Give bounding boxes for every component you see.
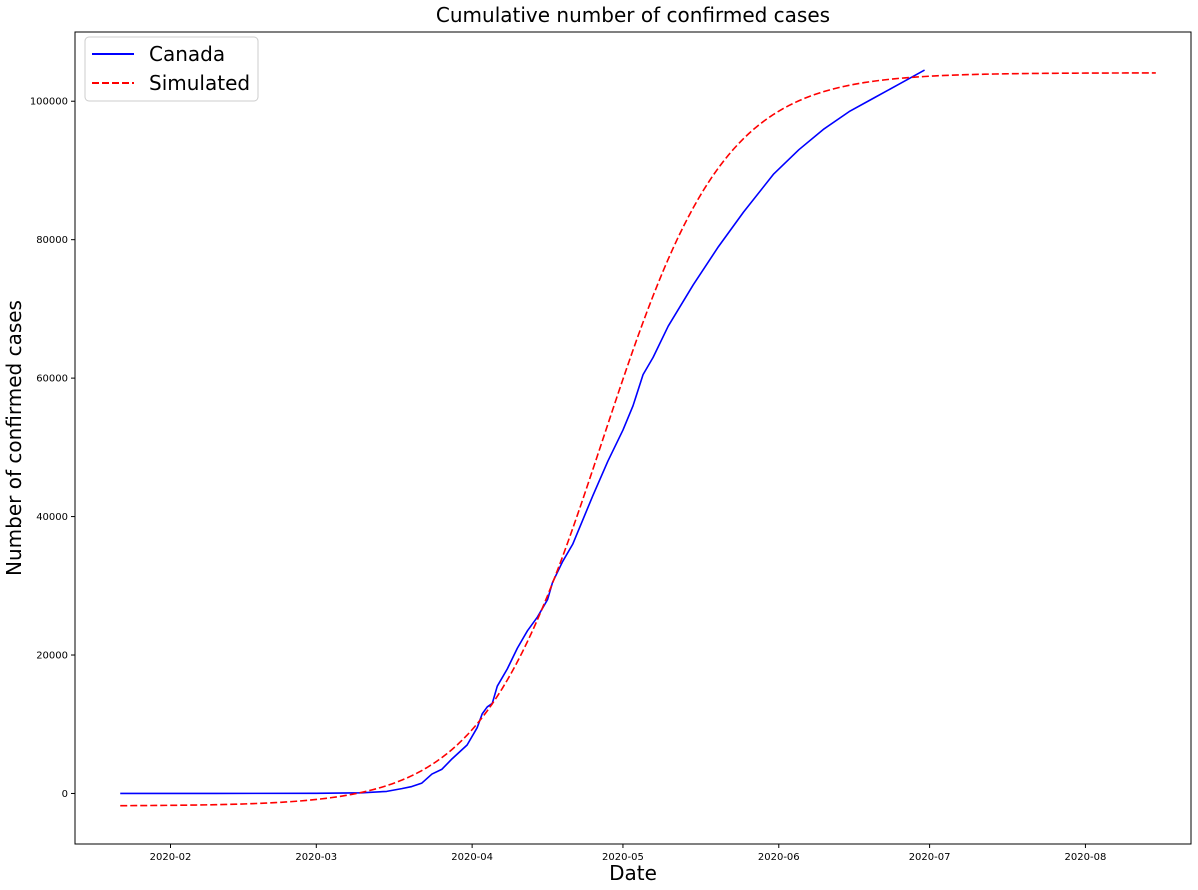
x-axis: 2020-02 2020-03 2020-04 2020-05 2020-06 2020-… — [150, 844, 1107, 863]
x-tick-label: 2020-02 — [150, 852, 192, 863]
plot-area — [120, 69, 1156, 807]
y-axis: 0 20000 40000 60000 80000 100000 — [30, 97, 75, 800]
legend-label-simulated: Simulated — [149, 71, 250, 95]
y-tick-label: 100000 — [30, 97, 68, 108]
chart-title: Cumulative number of confirmed cases — [436, 3, 830, 27]
plot-frame — [74, 31, 1192, 845]
x-axis-label: Date — [609, 861, 657, 885]
y-tick-label: 80000 — [36, 235, 68, 246]
y-tick-label: 40000 — [36, 512, 68, 523]
series-line-canada — [120, 69, 925, 795]
x-tick-label: 2020-04 — [451, 852, 493, 863]
series-line-simulated — [120, 72, 1156, 807]
y-tick-label: 20000 — [36, 651, 68, 662]
x-tick-label: 2020-07 — [909, 852, 951, 863]
y-tick-label: 0 — [62, 789, 68, 800]
x-tick-label: 2020-06 — [758, 852, 800, 863]
legend: Canada Simulated — [84, 36, 259, 102]
y-axis-label: Number of confirmed cases — [2, 300, 26, 576]
legend-label-canada: Canada — [149, 42, 225, 66]
x-tick-label: 2020-05 — [602, 852, 644, 863]
x-tick-label: 2020-08 — [1065, 852, 1107, 863]
x-tick-label: 2020-03 — [295, 852, 337, 863]
y-tick-label: 60000 — [36, 374, 68, 385]
